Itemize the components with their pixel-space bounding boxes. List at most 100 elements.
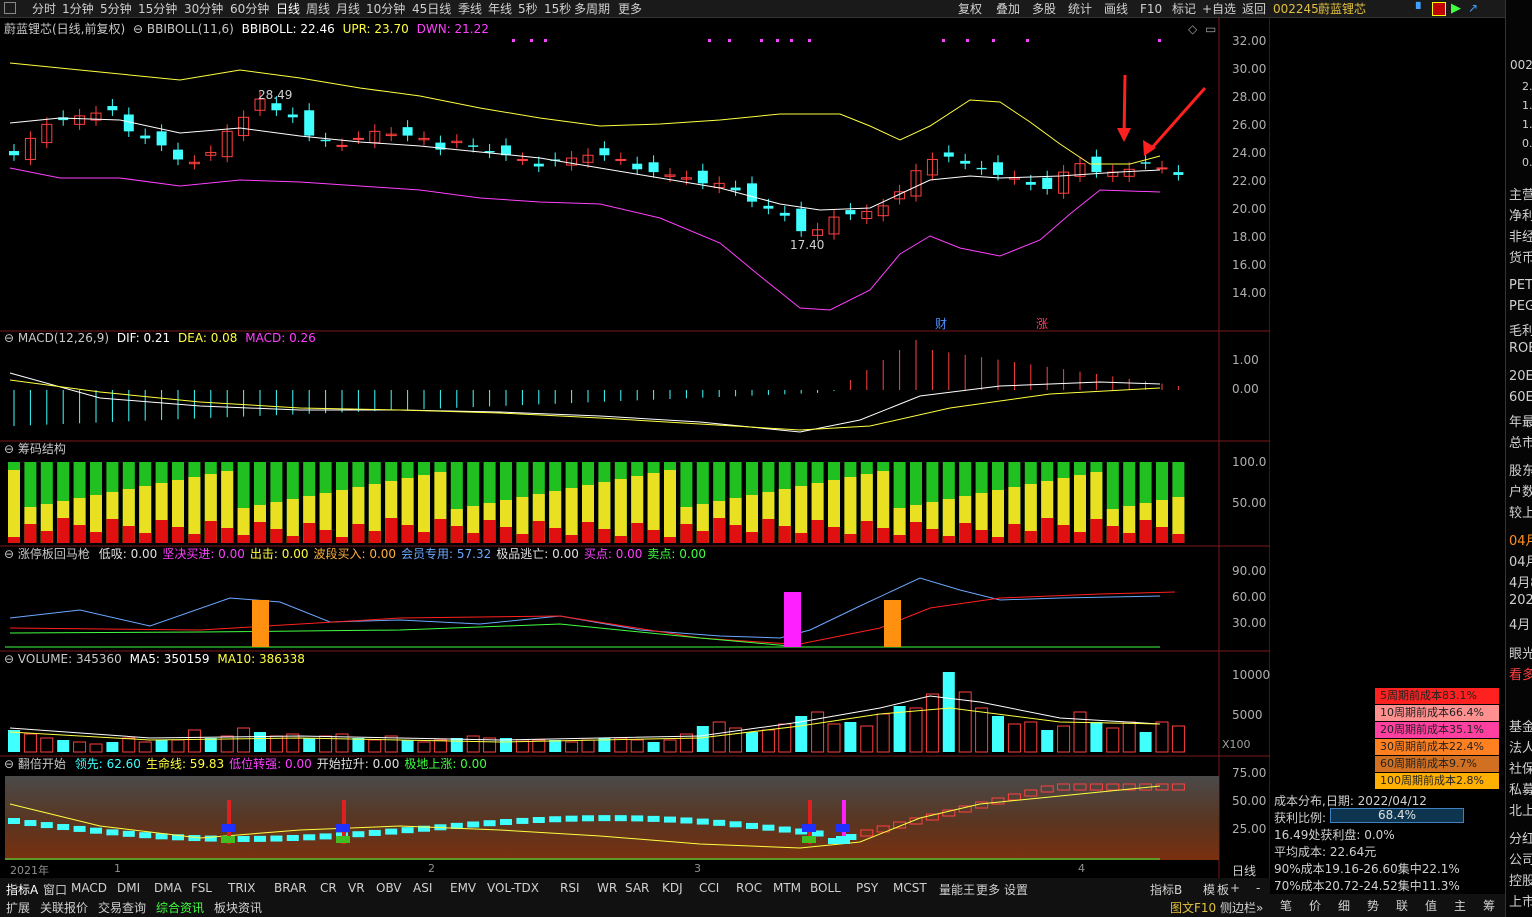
arrow-head [1117, 128, 1131, 142]
bottom-right-tab-2[interactable]: 板 [1217, 883, 1230, 897]
bottom-tab-0[interactable]: 扩展 [6, 901, 31, 915]
indicator-tab-8[interactable]: CR [320, 881, 337, 895]
period-6[interactable]: 日线 [276, 2, 301, 16]
collapse-icon[interactable]: ⊖ [4, 331, 15, 345]
chip-bar-red [959, 523, 972, 543]
bottom-tab-2[interactable]: 交易查询 [98, 901, 147, 915]
right-tab-3[interactable]: 势 [1367, 899, 1380, 913]
chip-bar-red [286, 536, 299, 543]
period-8[interactable]: 月线 [336, 2, 361, 16]
period-5[interactable]: 60分钟 [230, 2, 270, 16]
toolbar-btn-6[interactable]: 标记 [1172, 2, 1197, 16]
period-3[interactable]: 15分钟 [138, 2, 178, 16]
volume-bar-up [581, 739, 595, 753]
indicator-tab-14[interactable]: RSI [560, 881, 580, 895]
f10-link[interactable]: 图文F10 [1170, 901, 1217, 915]
toolbar-btn-0[interactable]: 复权 [958, 2, 983, 16]
indicator-tab-22[interactable]: PSY [856, 881, 879, 895]
finance-marker[interactable]: 财 [935, 317, 948, 331]
period-4[interactable]: 30分钟 [184, 2, 224, 16]
right-tab-6[interactable]: 主 [1454, 899, 1467, 913]
bottom-right-tab-1[interactable]: 模 [1203, 883, 1216, 897]
period-2[interactable]: 5分钟 [100, 2, 132, 16]
period-12[interactable]: 年线 [488, 2, 513, 16]
chip-bar-yellow [992, 490, 1004, 543]
collapse-icon[interactable]: ⊖ [4, 757, 15, 771]
right-tab-2[interactable]: 细 [1338, 899, 1351, 913]
candle-down [9, 151, 19, 156]
sidebar-toggle[interactable]: 侧边栏» [1220, 901, 1264, 915]
toolbar-btn-4[interactable]: 画线 [1104, 2, 1129, 16]
indicator-tab-25[interactable]: 更多 [976, 883, 1001, 897]
period-16[interactable]: 更多 [618, 2, 643, 16]
toolbar-btn-1[interactable]: 叠加 [996, 2, 1021, 16]
candle-down [468, 145, 479, 147]
toolbar-btn-2[interactable]: 多股 [1032, 2, 1057, 16]
indicator-tab-3[interactable]: DMI [117, 881, 141, 895]
period-11[interactable]: 季线 [458, 2, 483, 16]
indicator-tab-10[interactable]: OBV [376, 881, 402, 895]
candle-up [516, 158, 528, 161]
toolbar-btn-5[interactable]: F10 [1140, 2, 1163, 16]
period-14[interactable]: 15秒 [544, 2, 572, 16]
indicator-tab-15[interactable]: WR [597, 881, 618, 895]
toolbar-btn-7[interactable]: +自选 [1202, 2, 1237, 16]
indicator-tab-0[interactable]: 指标A [6, 883, 39, 897]
period-7[interactable]: 周线 [306, 2, 331, 16]
flag-icon[interactable]: ▘ [1416, 2, 1426, 16]
period-10[interactable]: 45日线 [412, 2, 452, 16]
indicator-tab-13[interactable]: VOL-TDX [487, 881, 539, 895]
collapse-icon[interactable]: ⊖ [4, 547, 15, 561]
indicator-tab-9[interactable]: VR [348, 881, 365, 895]
indicator-tab-21[interactable]: BOLL [810, 881, 841, 895]
diamond-icon[interactable]: ◇ [1188, 22, 1198, 36]
right-tab-5[interactable]: 值 [1425, 899, 1438, 913]
right-tab-4[interactable]: 联 [1396, 899, 1409, 913]
indicator-tab-19[interactable]: ROC [736, 881, 763, 895]
period-1[interactable]: 1分钟 [62, 2, 94, 16]
collapse-icon[interactable]: ⊖ [4, 442, 15, 456]
limit-marker[interactable]: 涨 [1036, 317, 1049, 331]
indicator-tab-4[interactable]: DMA [154, 881, 182, 895]
indicator-tab-1[interactable]: 窗口 [43, 883, 68, 897]
indicator-tab-6[interactable]: TRIX [228, 881, 256, 895]
chip-bar-red [172, 527, 184, 543]
toolbar-btn-8[interactable]: 返回 [1242, 2, 1267, 16]
bottom-right-tab-3[interactable]: + [1230, 881, 1241, 895]
right-tab-7[interactable]: 筹 [1483, 899, 1496, 913]
right-tab-1[interactable]: 价 [1309, 899, 1322, 913]
indicator-tab-20[interactable]: MTM [773, 881, 802, 895]
period-9[interactable]: 10分钟 [366, 2, 406, 16]
indicator-tab-12[interactable]: EMV [450, 881, 477, 895]
indicator-tab-16[interactable]: SAR [625, 881, 650, 895]
indicator-tab-18[interactable]: CCI [699, 881, 720, 895]
indicator-tab-5[interactable]: FSL [191, 881, 212, 895]
indicator-tab-26[interactable]: 设置 [1004, 883, 1029, 897]
layout-icon[interactable] [4, 2, 16, 14]
chip-bar-red [385, 518, 398, 543]
bottom-tab-3[interactable]: 综合资讯 [156, 901, 205, 915]
collapse-icon[interactable]: ⊖ [4, 652, 15, 666]
period-label[interactable]: 日线 [1232, 864, 1257, 878]
period-0[interactable]: 分时 [32, 2, 57, 16]
indicator-tab-23[interactable]: MCST [893, 881, 927, 895]
candle-down [747, 183, 757, 202]
bottom-right-tab-4[interactable]: - [1256, 881, 1261, 895]
indicator-tab-2[interactable]: MACD [71, 881, 107, 895]
chart-area[interactable] [0, 18, 1270, 878]
play-icon[interactable]: ▶ [1451, 1, 1461, 16]
toolbar-btn-3[interactable]: 统计 [1068, 2, 1093, 16]
bottom-tab-4[interactable]: 板块资讯 [214, 901, 263, 915]
indicator-tab-7[interactable]: BRAR [274, 881, 307, 895]
period-15[interactable]: 多周期 [574, 2, 611, 16]
indicator-tab-11[interactable]: ASI [413, 881, 433, 895]
bottom-tab-1[interactable]: 关联报价 [40, 901, 89, 915]
indicator-tab-17[interactable]: KDJ [662, 881, 683, 895]
period-13[interactable]: 5秒 [518, 2, 538, 16]
limit-up-icon[interactable] [1432, 2, 1446, 16]
pin-icon[interactable]: ↗ [1468, 1, 1479, 15]
bottom-right-tab-0[interactable]: 指标B [1150, 883, 1183, 897]
window-icon[interactable]: ▭ [1205, 22, 1217, 36]
indicator-tab-24[interactable]: 量能王 [939, 883, 976, 897]
right-tab-0[interactable]: 笔 [1280, 899, 1293, 913]
